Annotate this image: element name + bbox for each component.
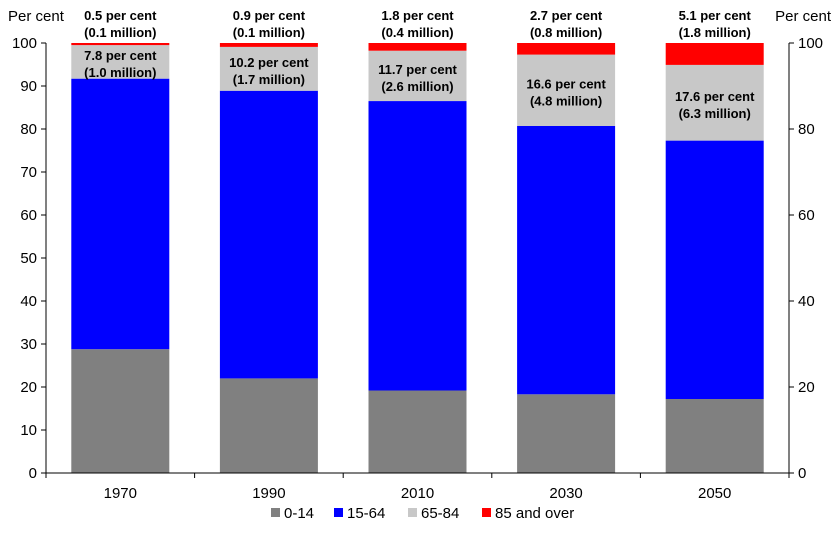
bar-2010-85-and-over (368, 43, 467, 51)
data-label-85-and-over: 1.8 per cent (381, 8, 454, 23)
data-label-65-84-count: (2.6 million) (381, 79, 453, 94)
bar-2030-15-64 (517, 126, 616, 395)
legend-swatch-85-and-over (482, 508, 491, 517)
bar-2010-0-14 (368, 390, 467, 473)
y-tick-label-left: 40 (20, 293, 37, 310)
data-label-85-and-over-count: (0.1 million) (84, 25, 156, 40)
y-axis-unit-right: Per cent (775, 8, 832, 25)
data-label-65-84: 7.8 per cent (84, 48, 157, 63)
x-tick-label: 2010 (401, 485, 434, 502)
x-tick-label: 2030 (549, 485, 582, 502)
bar-1990-65-84 (219, 46, 318, 91)
bars-layer (71, 43, 764, 473)
bar-1970-65-84 (71, 45, 170, 79)
legend-label-0-14: 0-14 (284, 505, 314, 522)
bar-2010-15-64 (368, 101, 467, 391)
legend-swatch-65-84 (408, 508, 417, 517)
bar-1990-85-and-over (219, 43, 318, 47)
legend: 0-14 15-64 65-84 85 and over (271, 505, 574, 522)
x-tick-label: 2050 (698, 485, 731, 502)
y-tick-label-left: 90 (20, 78, 37, 95)
y-tick-label-left: 20 (20, 379, 37, 396)
x-tick-label: 1990 (252, 485, 285, 502)
y-tick-label-left: 80 (20, 121, 37, 138)
labels-layer: 0.5 per cent (0.1 million) 7.8 per cent (1.… (84, 8, 755, 121)
x-tick-label: 1970 (104, 485, 137, 502)
data-label-65-84: 16.6 per cent (526, 76, 606, 91)
y-tick-label-right: 60 (798, 207, 815, 224)
y-tick-label-left: 70 (20, 164, 37, 181)
data-label-65-84-count: (6.3 million) (679, 106, 751, 121)
bar-1970-0-14 (71, 349, 170, 473)
data-label-85-and-over: 5.1 per cent (679, 8, 752, 23)
y-axis-unit-left: Per cent (8, 8, 65, 25)
y-tick-label-right: 40 (798, 293, 815, 310)
data-label-85-and-over: 2.7 per cent (530, 8, 603, 23)
y-tick-label-right: 20 (798, 379, 815, 396)
data-label-65-84-count: (1.0 million) (84, 65, 156, 80)
data-label-65-84: 17.6 per cent (675, 89, 755, 104)
bar-1990-15-64 (219, 90, 318, 379)
bar-1970-15-64 (71, 78, 170, 350)
legend-label-85-and-over: 85 and over (495, 505, 574, 522)
bar-2030-65-84 (517, 54, 616, 126)
legend-label-15-64: 15-64 (347, 505, 385, 522)
bar-2030-0-14 (517, 394, 616, 473)
y-tick-label-left: 30 (20, 336, 37, 353)
y-tick-label-left: 0 (29, 465, 37, 482)
data-label-65-84: 10.2 per cent (229, 55, 309, 70)
bar-2050-0-14 (665, 399, 764, 473)
y-tick-label-left: 50 (20, 250, 37, 267)
y-tick-label-left: 100 (12, 35, 37, 52)
legend-label-65-84: 65-84 (421, 505, 459, 522)
data-label-65-84: 11.7 per cent (378, 62, 457, 77)
bar-1970-85-and-over (71, 43, 170, 46)
y-tick-label-right: 0 (798, 465, 806, 482)
data-label-65-84-count: (1.7 million) (233, 72, 305, 87)
data-label-85-and-over: 0.9 per cent (233, 8, 306, 23)
bar-2030-85-and-over (517, 43, 616, 55)
bar-2050-85-and-over (665, 43, 764, 65)
bar-2050-15-64 (665, 140, 764, 399)
data-label-85-and-over-count: (0.1 million) (233, 25, 305, 40)
legend-swatch-15-64 (334, 508, 343, 517)
y-tick-label-right: 100 (798, 35, 823, 52)
bar-2050-65-84 (665, 64, 764, 141)
bar-2010-65-84 (368, 50, 467, 101)
y-tick-label-left: 10 (20, 422, 37, 439)
y-tick-label-right: 80 (798, 121, 815, 138)
bar-1990-0-14 (219, 378, 318, 473)
legend-swatch-0-14 (271, 508, 280, 517)
data-label-85-and-over-count: (1.8 million) (679, 25, 751, 40)
data-label-85-and-over: 0.5 per cent (84, 8, 157, 23)
data-label-85-and-over-count: (0.4 million) (381, 25, 453, 40)
data-label-85-and-over-count: (0.8 million) (530, 25, 602, 40)
data-label-65-84-count: (4.8 million) (530, 93, 602, 108)
y-tick-label-left: 60 (20, 207, 37, 224)
